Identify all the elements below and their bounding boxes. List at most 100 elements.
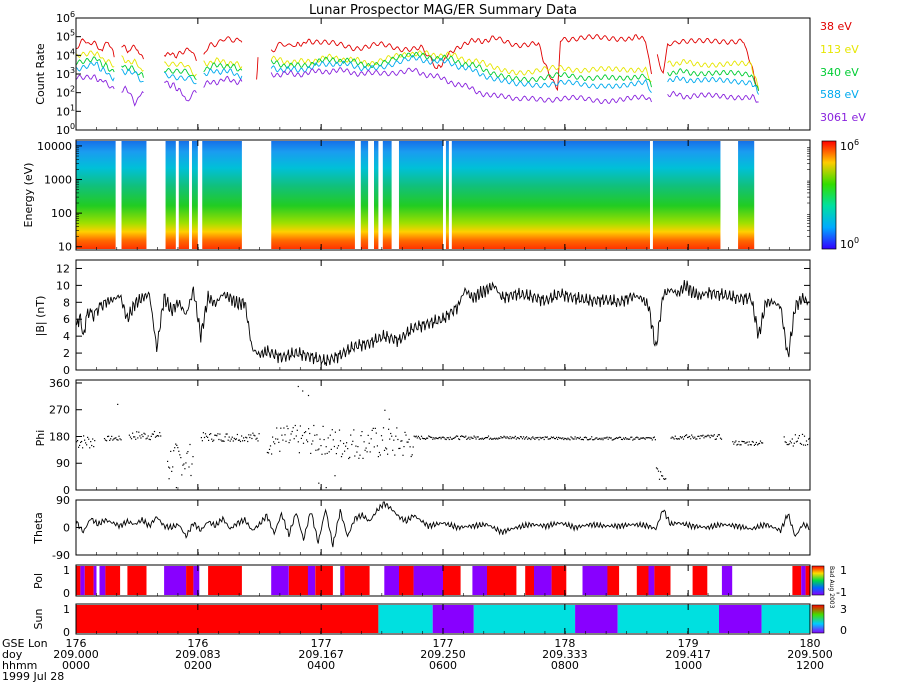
phi-point (382, 427, 385, 429)
phi-point (592, 439, 594, 441)
phi-point (310, 452, 312, 454)
phi-point (92, 438, 94, 440)
energy-ytick-label: 1000 (44, 174, 72, 187)
phi-point (800, 443, 803, 445)
phi-point (369, 451, 371, 453)
phi-point (321, 453, 323, 455)
x-tick-hhmm: 0200 (184, 659, 212, 672)
polarity-band-36 (607, 566, 620, 595)
phi-point (658, 478, 661, 480)
phi-point (701, 435, 703, 437)
phi-point (427, 437, 429, 439)
phi-point (521, 438, 524, 440)
theta-frame (75, 499, 811, 556)
phi-point (518, 438, 520, 440)
phi-point (449, 436, 451, 438)
phi-point (188, 466, 190, 468)
phi-point (660, 471, 662, 473)
phi-point (804, 444, 807, 446)
phi-point (676, 438, 678, 440)
phi-point (318, 448, 320, 450)
phi-point (487, 435, 490, 437)
phi-point (501, 437, 503, 439)
phi-point (671, 436, 673, 438)
phi-point (440, 438, 442, 440)
phi-point (615, 437, 617, 439)
phi-point (179, 454, 181, 456)
polarity-band-33 (551, 566, 567, 595)
energy-ylabel: Energy (eV) (22, 163, 35, 228)
phi-point (593, 439, 595, 441)
polarity-band-1 (80, 566, 85, 595)
phi-point (695, 438, 697, 440)
phi-point (691, 434, 693, 436)
phi-point (746, 441, 748, 443)
phi-point (445, 438, 447, 441)
phi-point (683, 436, 686, 438)
phi-point (238, 439, 241, 441)
phi-point (488, 438, 491, 440)
phi-point (762, 442, 764, 444)
phi-point (784, 441, 786, 443)
phi-point (549, 438, 551, 440)
phi-point (257, 440, 259, 442)
phi-point (133, 436, 135, 438)
phi-point (337, 445, 340, 447)
phi-point (381, 439, 384, 441)
b-ytick-label: 10 (56, 279, 70, 292)
phi-point (137, 437, 139, 439)
phi-point (648, 437, 650, 439)
pol-colorbar-note: Bad Aug 2003 (828, 566, 835, 609)
phi-point (577, 437, 579, 439)
phi-point (704, 435, 706, 437)
phi-point (144, 433, 146, 435)
energy-ytick-label: 10 (58, 241, 72, 254)
phi-point (331, 429, 333, 431)
phi-point (572, 438, 574, 440)
phi-point (792, 445, 794, 447)
phi-point (742, 441, 744, 443)
phi-point (644, 438, 646, 440)
phi-point (618, 436, 621, 438)
phi-point (793, 442, 795, 444)
polarity-band-25 (413, 566, 443, 595)
phi-point (316, 434, 318, 436)
phi-point (509, 436, 511, 438)
phi-point (598, 438, 600, 440)
phi-point (387, 453, 389, 455)
phi-point (385, 447, 387, 449)
phi-point (525, 437, 527, 439)
phi-point (670, 437, 672, 439)
phi-point (547, 438, 549, 440)
phi-point (351, 443, 353, 446)
phi-point (391, 435, 393, 437)
phi-point (663, 478, 665, 480)
phi-point (679, 436, 681, 438)
phi-point (422, 438, 425, 440)
count-rate-line-2-1 (121, 64, 144, 78)
phi-point (565, 438, 567, 440)
phi-point (750, 444, 752, 446)
phi-point (411, 454, 413, 456)
phi-point (107, 435, 109, 438)
phi-point (136, 431, 138, 433)
spectrogram-block-12 (451, 141, 650, 249)
phi-point (713, 434, 715, 436)
phi-point (335, 453, 337, 455)
count-rate-ytick-label: 102 (56, 85, 75, 100)
phi-point (145, 438, 147, 440)
panel-b-magnitude: 0 2 4 6 8 10 12 |B| (nT) (34, 259, 811, 377)
phi-point (589, 438, 591, 440)
polarity-band-46 (792, 566, 802, 595)
phi-point (581, 438, 583, 440)
b-ytick-label: 4 (63, 330, 70, 343)
polarity-band-10 (186, 566, 194, 595)
phi-ytick-label: 270 (49, 404, 70, 417)
legend-3061ev: 3061 eV (820, 111, 866, 124)
phi-point (514, 435, 516, 437)
phi-point (499, 437, 501, 439)
count-rate-line-0-2 (163, 47, 197, 62)
phi-point (247, 440, 249, 443)
phi-point (297, 441, 299, 443)
phi-point (734, 441, 736, 443)
